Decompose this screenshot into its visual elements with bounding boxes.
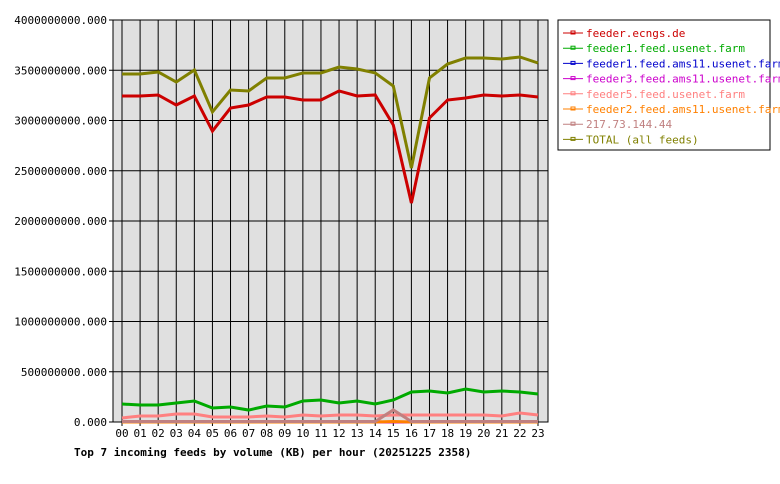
x-tick-label: 03 bbox=[170, 427, 183, 440]
x-tick-label: 02 bbox=[152, 427, 165, 440]
x-tick-label: 00 bbox=[115, 427, 128, 440]
y-tick-label: 3500000000.000 bbox=[14, 64, 107, 77]
x-tick-label: 19 bbox=[459, 427, 472, 440]
x-tick-label: 01 bbox=[133, 427, 146, 440]
x-tick-label: 18 bbox=[441, 427, 454, 440]
x-tick-label: 15 bbox=[387, 427, 400, 440]
y-tick-label: 500000000.000 bbox=[21, 366, 107, 379]
legend-label: feeder1.feed.usenet.farm bbox=[586, 42, 745, 55]
x-tick-label: 04 bbox=[188, 427, 202, 440]
x-tick-label: 20 bbox=[477, 427, 490, 440]
y-tick-label: 3000000000.000 bbox=[14, 115, 107, 128]
x-axis: 00 01 02 03 04 05 06 07 08 09 10 11 12 13 14 15 16 17 18 19… bbox=[115, 427, 544, 440]
x-tick-label: 09 bbox=[278, 427, 291, 440]
x-tick-label: 21 bbox=[495, 427, 508, 440]
legend-label: feeder3.feed.ams11.usenet.farm bbox=[586, 73, 780, 86]
legend-label: 217.73.144.44 bbox=[586, 118, 672, 131]
legend-label: feeder.ecngs.de bbox=[586, 27, 685, 40]
x-tick-label: 11 bbox=[314, 427, 327, 440]
x-tick-label: 06 bbox=[224, 427, 237, 440]
chart-title: Top 7 incoming feeds by volume (KB) per … bbox=[74, 446, 471, 459]
x-tick-label: 23 bbox=[531, 427, 544, 440]
x-tick-label: 17 bbox=[423, 427, 436, 440]
x-tick-label: 07 bbox=[242, 427, 255, 440]
legend-label: feeder5.feed.usenet.farm bbox=[586, 88, 745, 101]
x-tick-label: 08 bbox=[260, 427, 273, 440]
x-tick-label: 14 bbox=[369, 427, 383, 440]
y-tick-label: 0.000 bbox=[74, 416, 107, 429]
y-tick-label: 1500000000.000 bbox=[14, 265, 107, 278]
legend: feeder.ecngs.de feeder1.feed.usenet.farm f… bbox=[558, 20, 780, 150]
legend-label: TOTAL (all feeds) bbox=[586, 133, 699, 146]
y-tick-label: 2500000000.000 bbox=[14, 165, 107, 178]
legend-label: feeder2.feed.ams11.usenet.farm bbox=[586, 103, 780, 116]
y-axis: 0.000 500000000.000 1000000000.000 15000000… bbox=[14, 14, 107, 429]
x-tick-label: 10 bbox=[296, 427, 309, 440]
y-tick-label: 2000000000.000 bbox=[14, 215, 107, 228]
legend-label: feeder1.feed.ams11.usenet.farm bbox=[586, 57, 780, 70]
x-tick-label: 05 bbox=[206, 427, 219, 440]
x-tick-label: 12 bbox=[332, 427, 345, 440]
x-tick-label: 16 bbox=[405, 427, 418, 440]
y-tick-label: 1000000000.000 bbox=[14, 316, 107, 329]
x-tick-label: 22 bbox=[513, 427, 526, 440]
x-tick-label: 13 bbox=[351, 427, 364, 440]
y-tick-label: 4000000000.000 bbox=[14, 14, 107, 27]
